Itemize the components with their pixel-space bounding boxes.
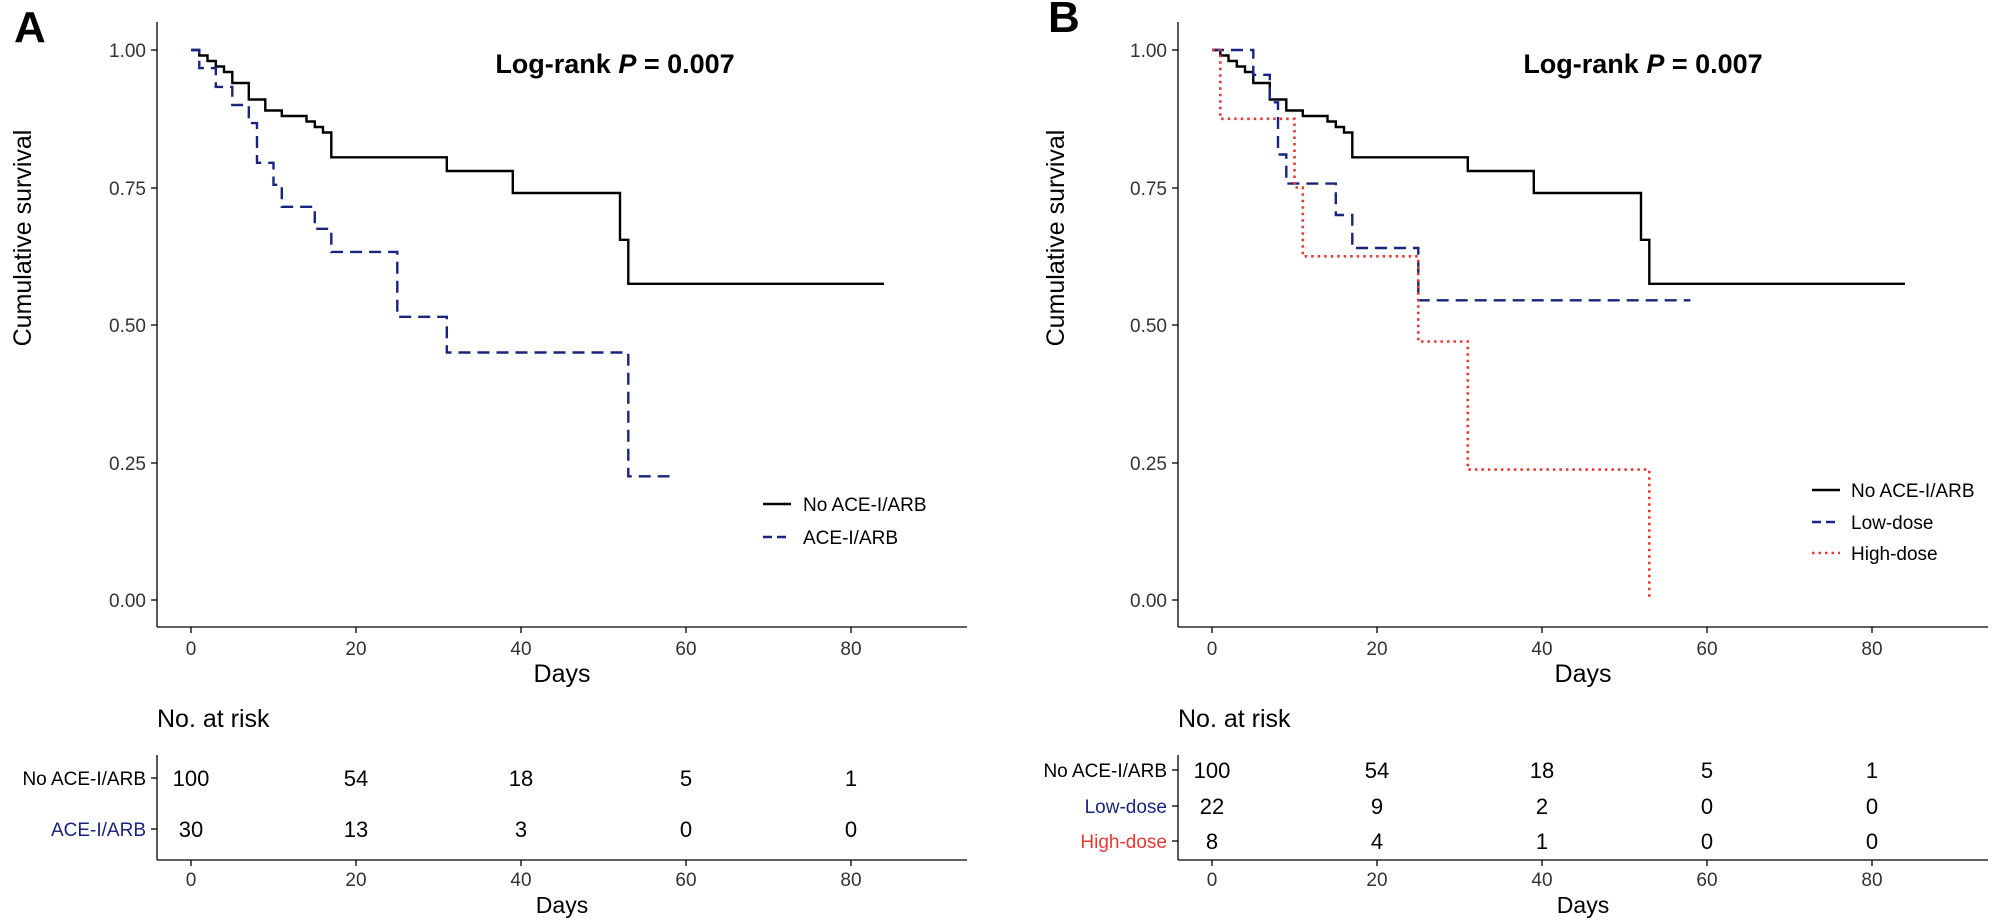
panel-a-logrank-title: Log-rank P = 0.007 <box>495 49 734 79</box>
panel-b-x-axis-label: Days <box>1555 660 1612 688</box>
panel-b-y-tick-label: 0.75 <box>1130 179 1167 200</box>
panel-b-risk-value: 54 <box>1365 758 1389 783</box>
panel-a-risk-row-label: ACE-I/ARB <box>51 820 146 841</box>
panel-a-x-ticks: 0 20 40 60 80 <box>186 627 862 660</box>
panel-b-risk-x-axis-label: Days <box>1557 892 1609 918</box>
panel-b-y-tick-label: 1.00 <box>1130 41 1167 62</box>
panel-a-y-tick-label: 0.00 <box>109 591 146 612</box>
panel-b-risk-table: No. at risk No ACE-I/ARB Low-dose High-d… <box>1043 705 1988 918</box>
panel-b-x-tick-label: 0 <box>1207 639 1218 660</box>
panel-b-y-tick-label: 0.25 <box>1130 454 1167 475</box>
panel-b-series-no-ace-arb <box>1212 48 1905 285</box>
panel-a-risk-row-label: No ACE-I/ARB <box>22 769 146 790</box>
panel-b-logrank-title: Log-rank P = 0.007 <box>1523 49 1762 79</box>
panel-a-x-tick-label: 40 <box>510 639 531 660</box>
panel-a-y-tick-label: 0.75 <box>109 179 146 200</box>
panel-a-risk-value: 100 <box>173 766 210 791</box>
panel-a-risk-x-tick-label: 60 <box>675 870 696 891</box>
panel-b-risk-value: 0 <box>1701 829 1713 854</box>
panel-b-x-tick-label: 40 <box>1531 639 1552 660</box>
panel-a-risk-table: No. at risk No ACE-I/ARB ACE-I/ARB 100 5… <box>22 705 967 918</box>
panel-b-risk-value: 100 <box>1194 758 1231 783</box>
panel-b-risk-value: 8 <box>1206 829 1218 854</box>
panel-b-x-tick-label: 60 <box>1696 639 1717 660</box>
panel-b-risk-value: 0 <box>1701 794 1713 819</box>
panel-b-risk-x-tick-label: 40 <box>1531 870 1552 891</box>
panel-a-x-axis-label: Days <box>534 660 591 688</box>
panel-b: B Log-rank P = 0.007 Cumulative survival… <box>1042 0 1988 918</box>
panel-a: A Log-rank P = 0.007 Cumulative survival… <box>9 3 967 918</box>
panel-b-risk-row-label: Low-dose <box>1085 797 1167 818</box>
panel-b-legend-label: Low-dose <box>1851 513 1933 534</box>
panel-a-risk-x-tick-label: 40 <box>510 870 531 891</box>
panel-b-risk-value: 0 <box>1866 794 1878 819</box>
panel-a-x-tick-label: 0 <box>186 639 197 660</box>
panel-a-risk-x-tick-label: 80 <box>840 870 861 891</box>
panel-a-y-tick-label: 0.25 <box>109 454 146 475</box>
panel-a-y-axis-label: Cumulative survival <box>9 130 37 347</box>
panel-a-risk-value: 5 <box>680 766 692 791</box>
panel-b-y-axis-label: Cumulative survival <box>1042 130 1070 347</box>
panel-b-risk-value: 1 <box>1536 829 1548 854</box>
panel-b-risk-value: 4 <box>1371 829 1383 854</box>
panel-a-x-tick-label: 20 <box>345 639 366 660</box>
panel-a-series-no-ace-arb <box>191 48 884 285</box>
panel-a-risk-value: 3 <box>515 817 527 842</box>
panel-b-legend-label: High-dose <box>1851 544 1938 565</box>
panel-b-risk-value: 5 <box>1701 758 1713 783</box>
panel-b-x-tick-label: 80 <box>1861 639 1882 660</box>
panel-a-risk-x-tick-label: 20 <box>345 870 366 891</box>
panel-b-series-low-dose <box>1212 48 1691 302</box>
panel-a-risk-x-tick-label: 0 <box>186 870 197 891</box>
panel-a-risk-title: No. at risk <box>157 705 270 733</box>
panel-a-legend-label: No ACE-I/ARB <box>803 495 927 516</box>
panel-b-letter: B <box>1048 0 1080 42</box>
panel-b-risk-x-tick-label: 0 <box>1207 870 1218 891</box>
panel-a-risk-value: 54 <box>344 766 368 791</box>
panel-b-risk-value: 9 <box>1371 794 1383 819</box>
panel-b-risk-value: 22 <box>1200 794 1224 819</box>
panel-b-y-tick-label: 0.00 <box>1130 591 1167 612</box>
panel-a-risk-value: 1 <box>845 766 857 791</box>
panel-b-legend: No ACE-I/ARB Low-dose High-dose <box>1812 481 1975 565</box>
panel-b-x-ticks: 0 20 40 60 80 <box>1207 627 1883 660</box>
panel-b-risk-title: No. at risk <box>1178 705 1291 733</box>
panel-b-risk-value: 2 <box>1536 794 1548 819</box>
panel-b-risk-value: 18 <box>1530 758 1554 783</box>
panel-a-risk-value: 0 <box>680 817 692 842</box>
panel-b-risk-value: 0 <box>1866 829 1878 854</box>
panel-b-risk-x-tick-label: 20 <box>1366 870 1387 891</box>
panel-b-legend-label: No ACE-I/ARB <box>1851 481 1975 502</box>
panel-a-legend: No ACE-I/ARB ACE-I/ARB <box>763 495 927 549</box>
panel-b-y-ticks: 1.00 0.75 0.50 0.25 0.00 <box>1130 41 1178 612</box>
panel-a-legend-label: ACE-I/ARB <box>803 528 898 549</box>
panel-b-x-tick-label: 20 <box>1366 639 1387 660</box>
panel-a-risk-x-axis-label: Days <box>536 892 588 918</box>
panel-b-risk-row-label: No ACE-I/ARB <box>1043 761 1167 782</box>
panel-b-risk-row-label: High-dose <box>1080 832 1167 853</box>
panel-a-risk-value: 30 <box>179 817 203 842</box>
panel-a-series-ace-arb <box>191 48 670 478</box>
panel-b-risk-x-tick-label: 80 <box>1861 870 1882 891</box>
panel-a-x-tick-label: 60 <box>675 639 696 660</box>
panel-a-risk-value: 18 <box>509 766 533 791</box>
panel-b-risk-value: 1 <box>1866 758 1878 783</box>
panel-a-risk-value: 13 <box>344 817 368 842</box>
panel-a-risk-value: 0 <box>845 817 857 842</box>
panel-a-y-tick-label: 0.50 <box>109 316 146 337</box>
panel-a-y-tick-label: 1.00 <box>109 41 146 62</box>
panel-b-risk-x-tick-label: 60 <box>1696 870 1717 891</box>
panel-b-y-tick-label: 0.50 <box>1130 316 1167 337</box>
panel-a-y-ticks: 1.00 0.75 0.50 0.25 0.00 <box>109 41 157 612</box>
panel-a-x-tick-label: 80 <box>840 639 861 660</box>
panel-a-letter: A <box>14 3 46 52</box>
